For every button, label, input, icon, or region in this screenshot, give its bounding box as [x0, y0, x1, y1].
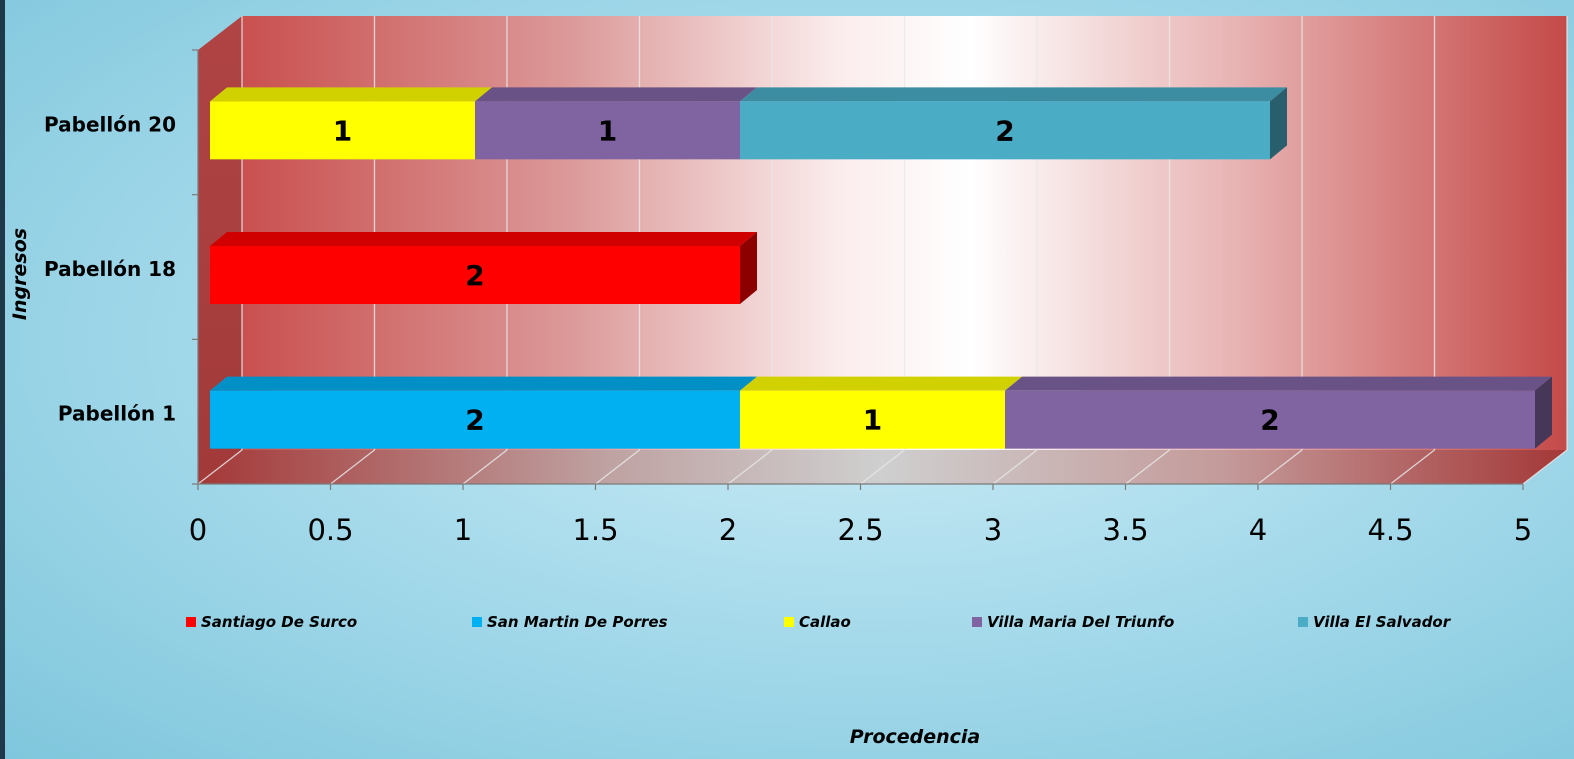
legend-label-2: Callao	[799, 613, 851, 631]
bar-2-4-top	[740, 87, 1287, 102]
bar-1-0-side	[740, 232, 757, 304]
x-tick-label-7: 3.5	[1102, 513, 1148, 547]
floor-gridline-4	[727, 449, 773, 485]
bar-0-1-top	[210, 376, 757, 391]
x-tick-label-8: 4	[1249, 513, 1267, 547]
floor-gridline-9	[1390, 449, 1435, 485]
bar-0-1-label: 2	[465, 404, 484, 437]
y-tick-label-0: Pabellón 1	[58, 402, 176, 426]
legend-swatch-0	[186, 617, 196, 627]
legend-label-1: San Martin De Porres	[487, 613, 668, 631]
x-tick-label-4: 2	[719, 513, 737, 547]
bar-2-4-side	[1270, 87, 1287, 160]
floor-gridline-3	[595, 449, 640, 485]
bar-0-3-label: 2	[1260, 404, 1279, 437]
y-axis-title: Ingresos	[9, 228, 31, 320]
bar-0-3	[1005, 390, 1535, 449]
floor-gridline-8	[1257, 449, 1303, 485]
x-axis-title: Procedencia	[850, 726, 981, 748]
left-edge-bar	[0, 0, 5, 759]
bar-2-2-top	[210, 87, 492, 102]
floor-gridline-5	[860, 449, 905, 485]
floor-gridline-6	[992, 449, 1038, 485]
legend-swatch-4	[1298, 617, 1308, 627]
x-tick-label-10: 5	[1514, 513, 1532, 547]
bar-0-2	[740, 390, 1005, 449]
bar-1-0	[210, 246, 740, 304]
floor-gridline-1	[330, 449, 375, 485]
x-tick-label-9: 4.5	[1367, 513, 1413, 547]
bars	[210, 87, 1552, 449]
bar-0-3-side	[1535, 376, 1552, 449]
y-tick-label-2: Pabellón 20	[44, 112, 176, 136]
y-tick-label-1: Pabellón 18	[44, 257, 176, 281]
bar-1-0-top	[210, 232, 757, 246]
x-tick-label-3: 1.5	[572, 513, 618, 547]
bar-2-3-top	[475, 87, 757, 102]
x-tick-label-1: 0.5	[307, 513, 353, 547]
legend-swatch-3	[972, 617, 982, 627]
bar-2-2-label: 1	[333, 114, 352, 147]
legend-swatch-1	[472, 617, 482, 627]
floor-gridline-10	[1522, 449, 1568, 485]
bar-0-3-top	[1005, 376, 1552, 391]
legend-label-0: Santiago De Surco	[201, 613, 357, 631]
legend: Santiago De Surco San Martin De Porres Cal…	[186, 613, 1452, 631]
x-tick-label-2: 1	[454, 513, 472, 547]
x-tick-label-0: 0	[189, 513, 207, 547]
bar-2-4	[740, 101, 1270, 160]
bar-2-3	[475, 101, 740, 160]
bar-2-3-label: 1	[598, 114, 617, 147]
bar-0-2-label: 1	[863, 404, 882, 437]
bar-2-4-label: 2	[995, 114, 1014, 147]
x-tick-label-6: 3	[984, 513, 1002, 547]
bar-0-1	[210, 390, 740, 449]
bar-0-2-top	[740, 376, 1022, 391]
legend-swatch-2	[784, 617, 794, 627]
axes: 0 0.5 1 1.5 2 2.5 3 3.5 4 4.5 5	[189, 49, 1532, 547]
floor-gridline-2	[462, 449, 508, 485]
x-tick-label-5: 2.5	[837, 513, 883, 547]
floor-gridline-7	[1125, 449, 1170, 485]
legend-label-3: Villa Maria Del Triunfo	[987, 613, 1174, 631]
bar-2-2	[210, 101, 475, 160]
bar-1-0-label: 2	[465, 259, 484, 292]
legend-label-4: Villa El Salvador	[1313, 613, 1452, 631]
floor-gridline-0	[197, 449, 243, 485]
